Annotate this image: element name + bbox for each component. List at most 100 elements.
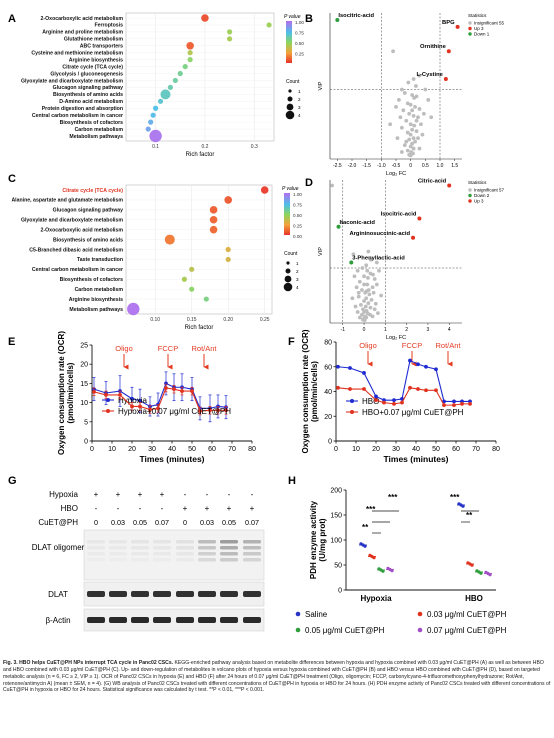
pathway-label: Alanine, aspartate and glutamate metabol… [11,198,123,204]
insignificant-point [364,289,369,293]
data-point [488,573,492,577]
series-point [468,401,472,406]
insignificant-point [410,141,415,146]
insignificant-point [330,183,335,188]
insignificant-point [411,113,416,118]
significance-mark: ** [466,511,473,520]
insignificant-point [408,122,413,127]
size-legend-dot [287,96,293,102]
insignificant-point [369,298,374,302]
x-tick-label: 0 [363,327,366,333]
band-oligomer [220,558,238,562]
hbo-mark: - [161,504,164,513]
legend-marker [417,611,423,617]
insignificant-point [414,118,419,123]
blot-actin [83,608,265,632]
hypoxia-mark: + [116,490,121,499]
insignificant-point [373,301,378,306]
panel-label-g: G [8,475,17,487]
insignificant-point [408,102,413,107]
injection-label: Rot/Ant [191,344,217,353]
colorbar-tick: 0.50 [295,41,304,46]
size-legend-dot [288,89,292,93]
data-point [470,563,474,567]
y-tick-label: 40 [324,389,332,396]
band-actin [109,617,127,623]
insignificant-point [374,282,379,287]
pathway-label: Central carbon metabolism in cancer [32,113,123,119]
insignificant-point [412,95,417,100]
pathway-bubble [177,70,183,77]
series-point [92,389,96,394]
legend-swatch [468,199,472,203]
insignificant-point [405,101,410,106]
band-dlat [243,591,261,597]
x-tick-label: 4 [448,327,451,333]
insignificant-point [379,293,383,298]
x-axis-title: Log₂ FC [386,335,406,341]
y-tick-label: 25 [80,343,88,350]
metabolite-label: L-Cystine [416,72,443,78]
legend-swatch [468,193,472,198]
legend-label: Insignificant 57 [474,188,505,193]
significance-mark: *** [366,505,376,514]
up-point [446,49,451,54]
legend-marker [295,627,301,633]
insignificant-point [413,104,417,109]
legend-marker [417,627,423,633]
y-tick-label: 200 [330,488,342,495]
band-oligomer [198,558,216,562]
y-axis-title: Oxygen consumption rate (OCR) [301,329,310,453]
x-tick-label: 50 [188,446,196,453]
insignificant-point [412,123,417,128]
band-oligomer [87,552,105,556]
legend-label: 0.03 μg/ml CuET@PH [427,610,507,619]
x-tick-label: -2.5 [333,163,342,169]
down-point [336,224,341,229]
blot-dlat-oligomer [83,529,265,581]
hypoxia-mark: - [184,490,187,499]
series-point [400,400,404,405]
panel-label-h: H [288,475,296,487]
condition-label: HBO [61,504,78,513]
colorbar [284,193,290,235]
metabolite-label: Isocitric-acid [338,13,374,19]
band-dlat [131,591,149,597]
insignificant-point [372,277,377,281]
x-tick-label: 50 [432,446,440,453]
series-point [408,358,412,363]
insignificant-point [411,146,416,151]
pathway-bubble [149,129,162,143]
insignificant-point [363,304,368,309]
series-line [337,359,470,402]
pathway-label: Glyoxylate and dicarboxylate metabolism [21,78,123,84]
pathway-label: ABC transporters [80,44,123,50]
metabolite-label: Ornithine [420,44,447,50]
insignificant-point [398,115,403,120]
pathway-label: 2-Oxocarboxylic acid metabolism [41,227,124,233]
up-point [443,77,448,82]
band-oligomer [176,540,194,544]
y-axis-title: VIP [318,81,324,90]
x-axis-title: Rich factor [185,325,214,331]
y-tick-label: 0 [84,439,88,446]
concentration-label: 0.05 [222,518,236,527]
insignificant-point [399,150,404,154]
pathway-label: Glucagon signaling pathway [53,85,123,91]
series-point [164,386,168,390]
pathway-bubble [225,256,231,263]
pathway-label: Metabolism pathways [69,134,123,140]
series-point [118,393,122,397]
insignificant-point [407,137,412,142]
x-tick-label: 20 [128,446,136,453]
series-point [408,385,412,390]
insignificant-point [416,136,420,141]
band-oligomer [131,552,149,556]
legend-label: Up 3 [474,26,484,31]
bubble-chart-a: 0.1 0.2 0.3 2-Oxocarboxylic acid metabolism… [21,12,304,158]
band-oligomer [109,540,127,544]
colorbar-tick: 0.25 [295,52,304,57]
x-tick-label: 0.5 [422,163,429,169]
metabolite-label: Argininosuccinic-acid [349,231,410,237]
